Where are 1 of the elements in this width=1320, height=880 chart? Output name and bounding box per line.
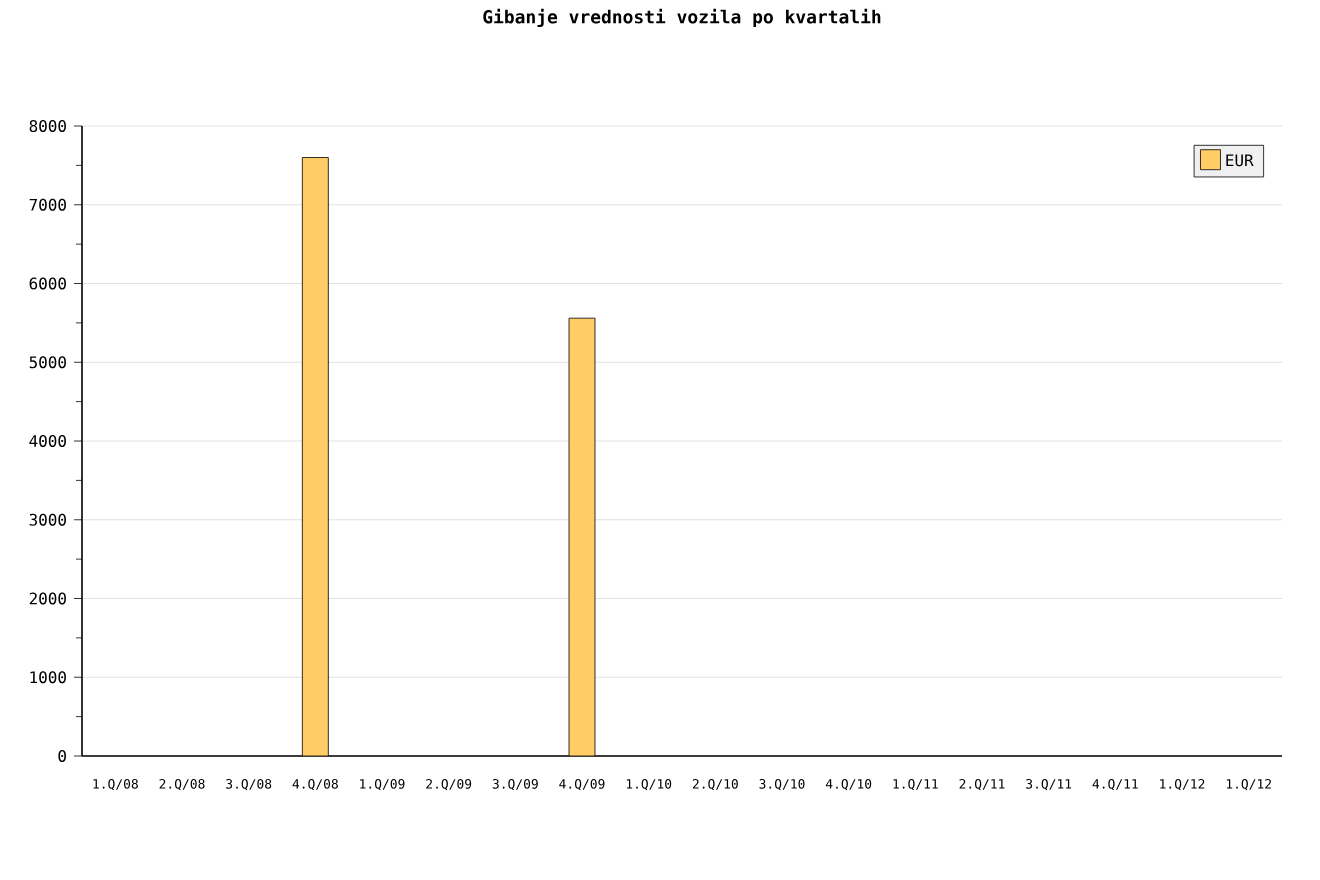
chart-title: Gibanje vrednosti vozila po kvartalih <box>483 8 881 27</box>
